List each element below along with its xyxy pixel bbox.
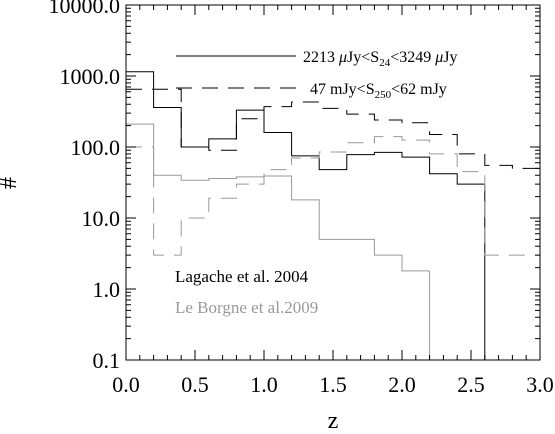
x-tick-labels: 0.0 0.5 1.0 1.5 2.0 2.5 3.0 <box>112 372 554 397</box>
y-tick-labels: 0.1 1.0 10.0 100.0 1000.0 10000.0 <box>49 0 121 373</box>
x-tick-label: 0.5 <box>181 372 209 397</box>
x-axis-title: z <box>328 408 339 434</box>
y-tick-label: 0.1 <box>93 348 121 373</box>
series-solid-grey <box>126 123 430 272</box>
legend: 2213 μJy<S24<3249 μJy 47 mJy<S250<62 mJy <box>176 49 457 101</box>
y-axis-title: # <box>0 177 22 189</box>
x-tick-label: 1.5 <box>319 372 347 397</box>
y-tick-label: 1000.0 <box>60 64 121 89</box>
x-tick-label: 1.0 <box>250 372 278 397</box>
series-dashed-grey <box>126 136 540 256</box>
y-tick-label: 10.0 <box>82 206 121 231</box>
x-tick-label: 3.0 <box>526 372 554 397</box>
series-dashed-black <box>126 88 540 169</box>
y-tick-label: 100.0 <box>71 135 121 160</box>
series-layer <box>126 71 540 360</box>
x-tick-label: 0.0 <box>112 372 140 397</box>
x-tick-label: 2.0 <box>388 372 416 397</box>
legend-label-solid: 2213 μJy<S24<3249 μJy <box>303 49 457 69</box>
annotation-le-borgne: Le Borgne et al.2009 <box>175 298 318 317</box>
y-tick-label: 1.0 <box>93 277 121 302</box>
x-tick-label: 2.5 <box>457 372 485 397</box>
ticks-layer <box>125 4 541 361</box>
legend-label-dashed: 47 mJy<S250<62 mJy <box>310 81 447 101</box>
annotation-lagache: Lagache et al. 2004 <box>175 267 309 286</box>
y-tick-label: 10000.0 <box>49 0 121 18</box>
